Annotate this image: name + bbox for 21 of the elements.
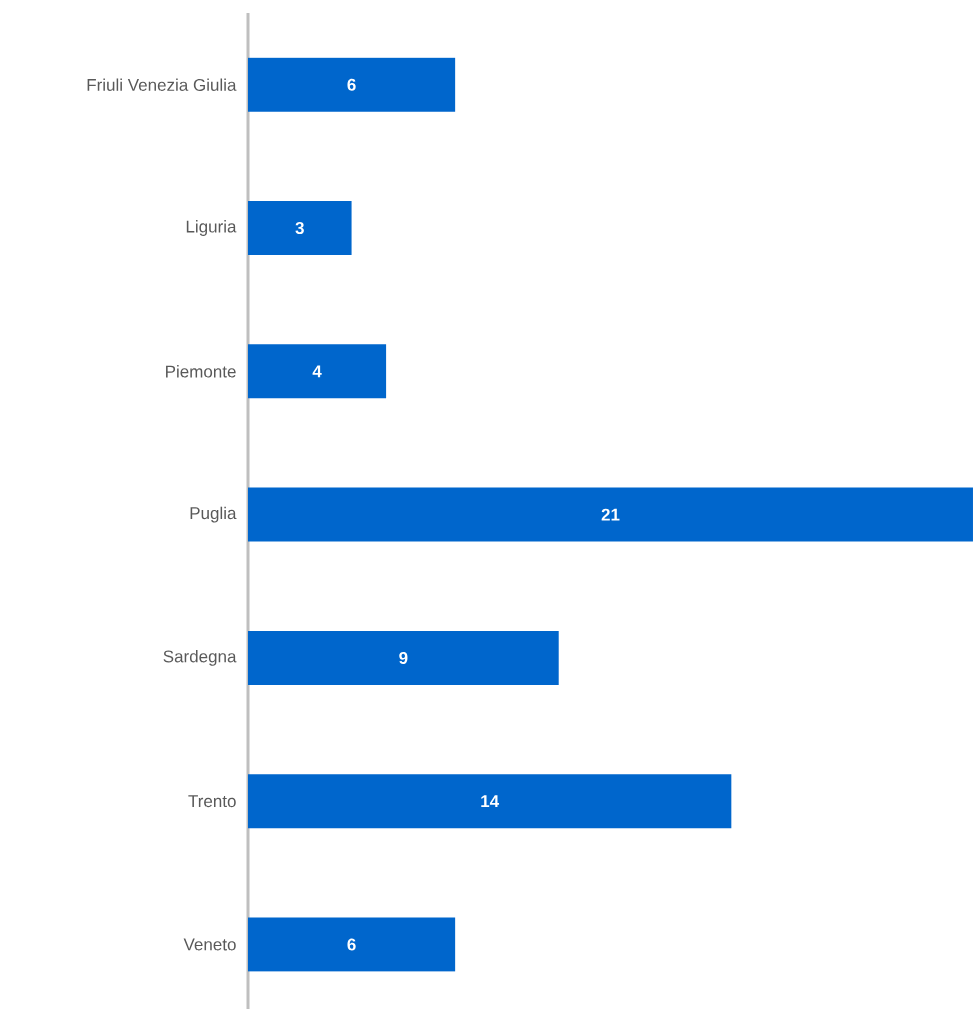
bar — [248, 774, 732, 829]
y-tick-label: Puglia — [190, 506, 237, 523]
y-tick-label: Veneto — [183, 938, 236, 951]
data-label: 21 — [601, 508, 620, 521]
bar — [248, 57, 456, 112]
bar — [248, 344, 387, 399]
bar — [248, 917, 456, 972]
y-tick-label: Piemonte — [166, 365, 236, 378]
y-tick-label: Friuli Venezia Giulia — [87, 78, 237, 91]
bar — [248, 201, 352, 256]
y-tick-label: Sardegna — [163, 650, 237, 666]
bar — [248, 630, 559, 685]
bar — [248, 487, 973, 542]
y-tick-label: Liguria — [186, 220, 237, 236]
data-label: 4 — [312, 365, 322, 378]
data-label: 6 — [347, 938, 356, 951]
data-label: 3 — [295, 221, 304, 235]
data-label: 6 — [347, 78, 356, 91]
data-label: 9 — [399, 651, 408, 664]
data-label: 14 — [481, 795, 500, 808]
y-tick-label: Trento — [188, 795, 236, 808]
